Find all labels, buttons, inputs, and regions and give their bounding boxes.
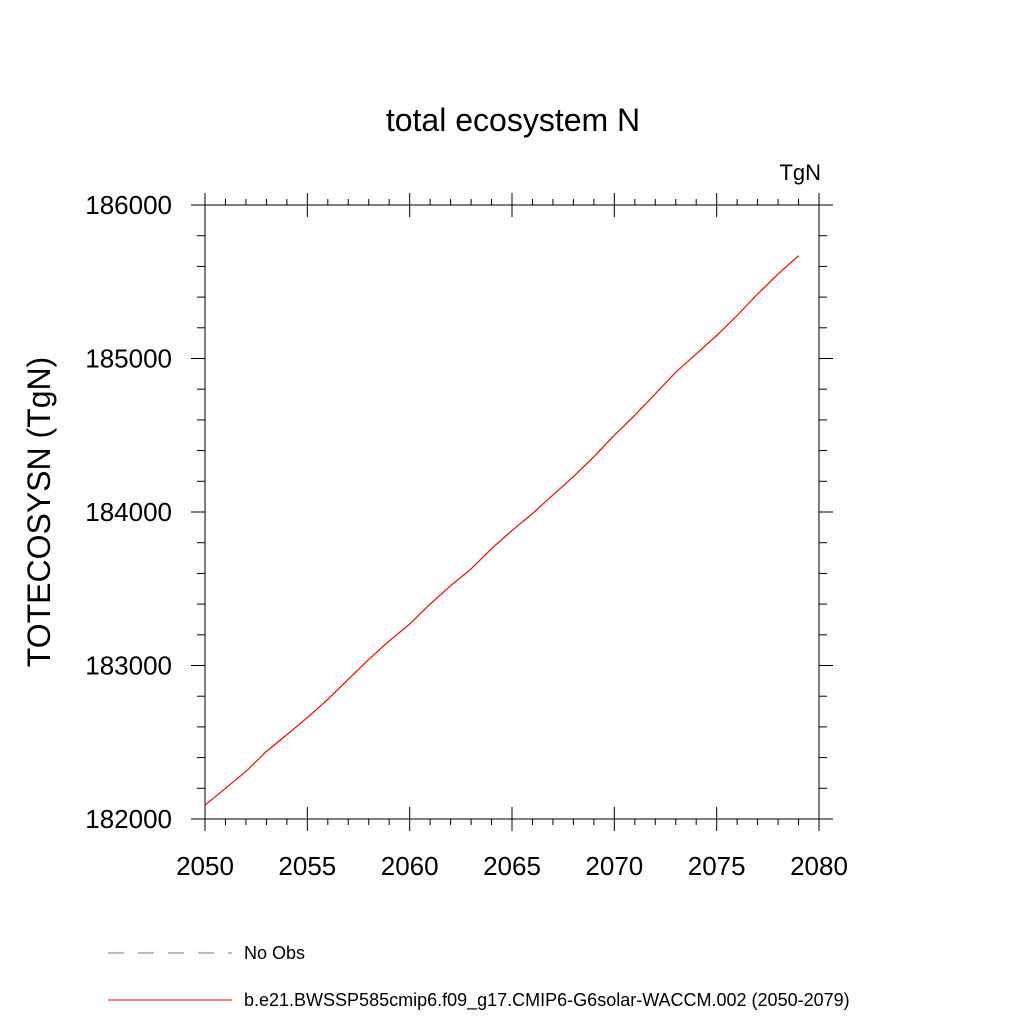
y-tick-label: 182000 — [85, 804, 172, 834]
series-group — [204, 255, 799, 806]
x-tick-label: 2050 — [176, 851, 234, 881]
chart-title: total ecosystem N — [386, 102, 640, 138]
y-tick-label: 183000 — [85, 651, 172, 681]
series-line — [204, 255, 799, 806]
legend: No Obs b.e21.BWSSP585cmip6.f09_g17.CMIP6-… — [108, 943, 850, 1011]
legend-label: No Obs — [244, 943, 305, 963]
y-tick-label: 186000 — [85, 190, 172, 220]
x-tick-label: 2075 — [688, 851, 746, 881]
tick-group — [191, 193, 833, 831]
tick-label-group: 2050 2055 2060 2065 2070 2075 2080 182000 183000… — [85, 190, 848, 881]
x-tick-label: 2055 — [278, 851, 336, 881]
legend-label: b.e21.BWSSP585cmip6.f09_g17.CMIP6-G6sola… — [244, 990, 850, 1011]
units-label: TgN — [779, 160, 821, 185]
x-tick-label: 2065 — [483, 851, 541, 881]
x-tick-label: 2070 — [585, 851, 643, 881]
x-tick-label: 2060 — [381, 851, 439, 881]
y-tick-label: 184000 — [85, 497, 172, 527]
y-axis-label: TOTECOSYSN (TgN) — [21, 357, 57, 668]
x-tick-label: 2080 — [790, 851, 848, 881]
y-tick-label: 185000 — [85, 344, 172, 374]
